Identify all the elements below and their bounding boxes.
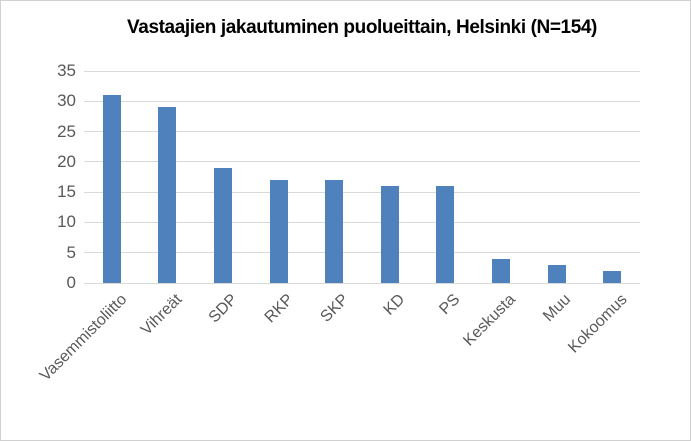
x-category-label: Vihreät: [137, 291, 186, 339]
bar: [380, 186, 399, 283]
bar: [102, 95, 121, 283]
x-axis: Vasemmistoliitto Vihreät SDP RKP SKP KD PS Kesk…: [36, 289, 640, 419]
gridline: [84, 70, 640, 72]
gridline: [84, 191, 640, 193]
chart-title: Vastaajien jakautuminen puolueittain, He…: [127, 17, 597, 38]
bar: [214, 167, 232, 283]
gridline: [84, 100, 640, 102]
x-category-label: PS: [436, 291, 464, 319]
gridline: [84, 282, 640, 284]
x-category-label: SDP: [205, 291, 242, 327]
y-tick-label: 20: [57, 151, 76, 171]
y-tick-label: 10: [57, 212, 76, 232]
y-tick-label: 35: [57, 61, 76, 80]
y-tick-label: 25: [57, 121, 76, 141]
x-category-label: RKP: [261, 291, 297, 327]
x-category-label: Keskusta: [460, 291, 520, 350]
y-tick-label: 30: [57, 91, 76, 111]
x-category-label: Kokoomus: [564, 291, 631, 357]
plot-area: [84, 70, 640, 284]
y-tick-label: 0: [66, 273, 76, 292]
x-category-label: KD: [380, 291, 408, 319]
x-category-label: Muu: [540, 291, 575, 326]
gridline: [84, 131, 640, 133]
gridline: [84, 252, 640, 254]
bar: [269, 180, 288, 283]
bar: [325, 180, 344, 283]
bar: [436, 186, 455, 283]
bar: [492, 258, 510, 283]
x-category-label: SKP: [317, 291, 353, 326]
y-tick-label: 15: [57, 182, 76, 202]
y-tick-label: 5: [66, 242, 76, 262]
bar: [603, 270, 622, 283]
gridline: [84, 221, 640, 223]
bar: [158, 107, 177, 283]
bar: [547, 264, 566, 283]
y-axis: 0 5 10 15 20 25 30 35: [1, 61, 76, 292]
x-category-label: Vasemmistoliitto: [36, 291, 130, 385]
gridline: [84, 161, 640, 163]
